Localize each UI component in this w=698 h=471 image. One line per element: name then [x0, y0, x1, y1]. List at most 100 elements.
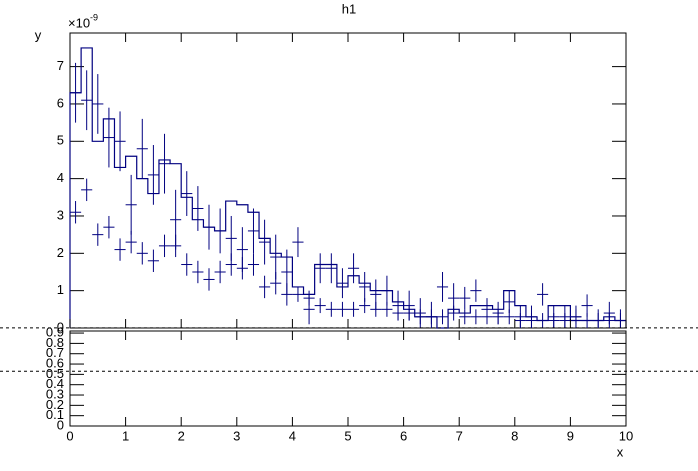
- y-tick-label: 0.1: [46, 407, 64, 422]
- data-point: [92, 223, 104, 246]
- data-point: [325, 253, 337, 284]
- data-point: [292, 286, 304, 302]
- chart-title: h1: [342, 1, 356, 16]
- y-tick-label: 0.6: [46, 355, 64, 370]
- data-point: [114, 238, 126, 261]
- data-point: [336, 268, 348, 299]
- data-point: [425, 309, 437, 325]
- data-point: [81, 178, 93, 202]
- y-axis-label: y: [35, 27, 42, 42]
- data-point: [214, 208, 226, 254]
- data-point: [81, 70, 93, 131]
- data-point: [325, 301, 337, 317]
- data-point: [181, 171, 193, 216]
- data-point: [192, 260, 204, 284]
- data-point: [70, 62, 82, 123]
- data-point: [559, 313, 571, 328]
- y-tick-label: 3: [57, 207, 64, 222]
- histogram-line: [69, 47, 627, 329]
- y-tick-label: 0.8: [46, 335, 64, 350]
- data-point: [114, 111, 126, 172]
- data-point: [348, 301, 360, 317]
- data-point: [147, 249, 159, 272]
- y-multiplier-exp: -9: [90, 12, 98, 22]
- data-point: [448, 305, 460, 321]
- data-point: [214, 260, 226, 284]
- data-point: [125, 174, 137, 235]
- x-tick-label: 2: [178, 428, 185, 443]
- data-point: [592, 313, 604, 328]
- data-point: [459, 309, 471, 325]
- data-point: [436, 271, 449, 302]
- x-tick-label: 5: [344, 428, 351, 443]
- y-tick-label: 2: [57, 245, 64, 260]
- data-point: [336, 301, 348, 317]
- data-point: [192, 186, 204, 231]
- data-point: [259, 219, 271, 265]
- data-point: [158, 133, 171, 194]
- data-point: [381, 301, 393, 317]
- data-point: [292, 227, 304, 258]
- data-point: [436, 309, 449, 325]
- data-point: [470, 309, 482, 325]
- data-point: [247, 208, 260, 254]
- data-point: [125, 230, 137, 254]
- data-point: [203, 204, 215, 250]
- data-point: [470, 279, 482, 302]
- y-multiplier: ×10: [68, 15, 90, 30]
- data-point: [392, 305, 404, 321]
- y-tick-label: 0.9: [46, 325, 64, 340]
- data-point: [136, 118, 148, 179]
- x-tick-label: 6: [400, 428, 407, 443]
- x-tick-label: 10: [619, 428, 633, 443]
- data-point: [459, 286, 471, 310]
- plot-frame: [69, 330, 627, 427]
- data-point: [314, 253, 326, 284]
- data-point: [359, 298, 371, 314]
- y-tick-label: 5: [57, 133, 64, 148]
- data-point: [570, 309, 582, 325]
- y-tick-label: 0.5: [46, 366, 64, 381]
- x-tick-label: 4: [289, 428, 296, 443]
- data-point: [259, 275, 271, 299]
- y-tick-label: 0.4: [46, 376, 64, 391]
- data-point: [247, 253, 260, 276]
- data-point: [303, 290, 315, 306]
- y-tick-label: 7: [57, 58, 64, 73]
- data-point: [203, 268, 215, 291]
- data-point: [481, 309, 493, 325]
- data-point: [525, 313, 538, 328]
- data-point: [70, 201, 82, 224]
- data-point: [103, 215, 115, 239]
- data-point: [403, 305, 415, 321]
- data-point: [537, 283, 549, 306]
- data-point: [548, 313, 560, 328]
- data-point: [225, 253, 237, 276]
- data-point: [136, 242, 148, 265]
- x-axis-label: x: [617, 444, 624, 459]
- data-point: [348, 253, 360, 284]
- y-tick-label: 4: [57, 170, 64, 185]
- x-tick-label: 1: [122, 428, 129, 443]
- data-point: [181, 253, 193, 276]
- y-tick-label: 0.3: [46, 386, 64, 401]
- data-point: [614, 313, 626, 328]
- data-point: [170, 234, 182, 258]
- data-point: [537, 313, 549, 328]
- data-point: [147, 145, 159, 205]
- data-point: [414, 309, 426, 325]
- data-point: [270, 271, 282, 295]
- x-tick-label: 8: [511, 428, 518, 443]
- data-point: [603, 313, 615, 328]
- x-tick-label: 7: [456, 428, 463, 443]
- data-point: [314, 298, 326, 314]
- y-tick-label: 0: [57, 417, 64, 432]
- data-point: [92, 74, 104, 134]
- y-tick-label: 0.2: [46, 397, 64, 412]
- data-point: [492, 309, 504, 325]
- data-point: [503, 309, 515, 325]
- data-point: [581, 313, 593, 328]
- y-tick-label: 1: [57, 282, 64, 297]
- data-point: [359, 271, 371, 302]
